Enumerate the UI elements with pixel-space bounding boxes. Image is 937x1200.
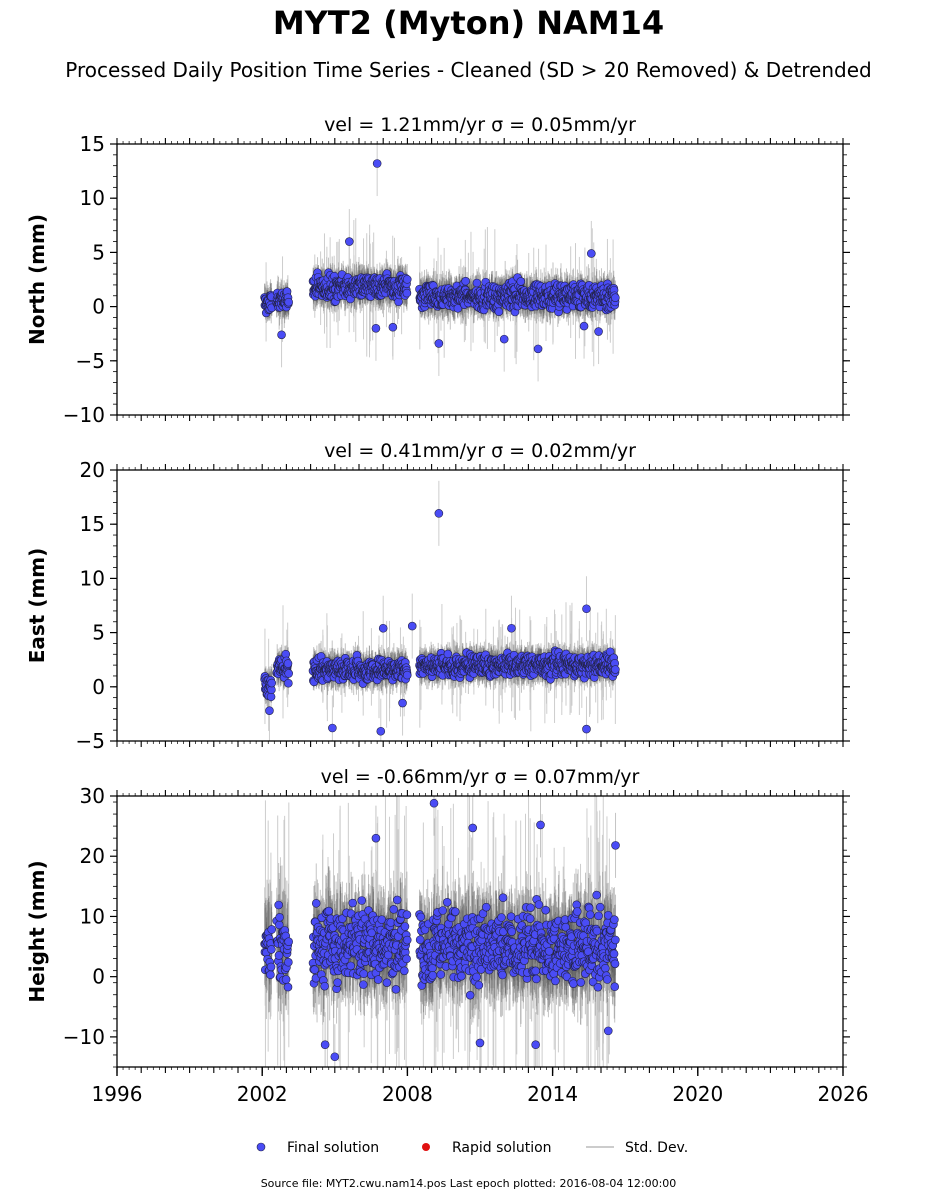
final-solution-point bbox=[277, 330, 286, 340]
final-solution-point bbox=[461, 276, 470, 286]
final-solution-point bbox=[579, 321, 589, 331]
final-solution-point bbox=[494, 307, 504, 317]
final-solution-point bbox=[402, 288, 412, 298]
final-solution-point bbox=[434, 339, 444, 348]
chart-subtitle: Processed Daily Position Time Series - C… bbox=[65, 58, 872, 82]
chart-title: MYT2 (Myton) NAM14 bbox=[272, 4, 665, 42]
final-solution-point bbox=[345, 237, 354, 246]
y-tick-label: 15 bbox=[80, 132, 105, 156]
final-solution-point bbox=[611, 293, 620, 303]
final-solution-point bbox=[587, 249, 596, 258]
final-solution-point bbox=[499, 334, 509, 344]
final-solution-point bbox=[453, 304, 463, 313]
final-solution-point bbox=[284, 297, 293, 307]
y-axis-label: North (mm) bbox=[25, 214, 49, 345]
y-tick-label: 0 bbox=[92, 295, 105, 319]
final-solution-point bbox=[516, 277, 526, 286]
final-solution-point bbox=[371, 323, 381, 333]
final-solution-point bbox=[533, 344, 543, 354]
y-tick-label: −5 bbox=[76, 349, 105, 373]
y-tick-label: 10 bbox=[80, 186, 105, 210]
plot-area bbox=[260, 480, 620, 741]
final-solution-point bbox=[594, 327, 603, 336]
final-solution-point bbox=[472, 278, 482, 288]
final-solution-point bbox=[372, 159, 382, 168]
plot-area bbox=[260, 144, 620, 382]
final-solution-point bbox=[388, 322, 398, 332]
y-tick-label: −10 bbox=[63, 403, 105, 427]
panel-0: −10 −5 0 5 10 15 vel = 1.21mm/yr σ = 0.05mm/yr… bbox=[25, 114, 850, 427]
final-solution-point bbox=[402, 275, 412, 284]
panel-title: vel = 1.21mm/yr σ = 0.05mm/yr bbox=[324, 114, 636, 136]
y-tick-label: 5 bbox=[92, 240, 105, 264]
